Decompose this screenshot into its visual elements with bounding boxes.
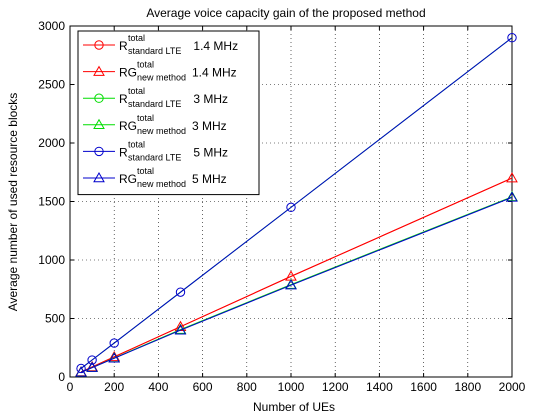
legend-label-sup: total [128, 86, 145, 96]
data-point [286, 202, 296, 213]
data-point [175, 287, 186, 297]
data-point [174, 324, 187, 335]
x-tick-label: 2000 [499, 380, 526, 394]
y-tick-label: 3000 [38, 19, 65, 33]
legend-label-sub: new method [137, 179, 186, 189]
legend-label-sup: total [137, 113, 154, 123]
x-tick-label: 400 [148, 380, 168, 394]
legend-marker [93, 65, 105, 76]
legend-label-suffix: 3 MHz [193, 92, 228, 106]
chart-title: Average voice capacity gain of the propo… [146, 6, 425, 20]
y-tick-label: 0 [58, 370, 65, 384]
data-point [75, 366, 87, 377]
data-point [506, 172, 518, 183]
x-tick-label: 1600 [410, 380, 437, 394]
legend-label-suffix: 1.4 MHz [192, 66, 237, 80]
legend-label-base: R [119, 145, 128, 159]
x-tick-label: 0 [67, 380, 74, 394]
legend-label-sub: new method [137, 73, 186, 83]
legend-label-base: R [119, 39, 128, 53]
legend-label-suffix: 3 MHz [192, 119, 227, 133]
y-tick-label: 2000 [38, 136, 65, 150]
data-point [285, 279, 297, 290]
legend-label-base: RG [119, 66, 137, 80]
x-tick-label: 600 [193, 380, 213, 394]
legend-label-sup: total [128, 139, 145, 149]
legend-marker [93, 171, 105, 183]
series-line [80, 177, 513, 373]
data-point [87, 355, 97, 365]
legend-box [77, 30, 260, 196]
y-tick-label: 500 [45, 312, 65, 326]
legend-marker [94, 93, 104, 103]
data-point [507, 33, 517, 43]
legend-label-base: RG [119, 119, 137, 133]
series-4 [76, 33, 517, 374]
legend-label-suffix: 1.4 MHz [193, 39, 238, 53]
x-tick-label: 1800 [454, 380, 481, 394]
legend-label-sub: standard LTE [128, 152, 181, 162]
legend-marker [94, 146, 104, 157]
legend-label-sub: standard LTE [128, 46, 181, 56]
legend-label-base: R [119, 92, 128, 106]
series-line [80, 196, 513, 373]
data-point [108, 350, 121, 362]
data-point [108, 352, 121, 363]
series-line [80, 37, 513, 369]
x-tick-label: 800 [237, 380, 257, 394]
legend-label-suffix: 5 MHz [193, 145, 228, 159]
legend-marker [93, 118, 105, 130]
legend-label-sup: total [128, 33, 145, 43]
y-tick-label: 1000 [38, 253, 65, 267]
x-axis-title: Number of UEs [253, 400, 335, 414]
legend-label-sub: standard LTE [128, 99, 181, 109]
legend-label-sub: new method [137, 126, 186, 136]
x-tick-label: 200 [104, 380, 124, 394]
legend-label-base: RG [119, 172, 137, 186]
legend-label-sup: total [137, 166, 154, 176]
y-tick-label: 2500 [38, 78, 65, 92]
data-point [76, 363, 86, 374]
series-5 [75, 191, 518, 377]
x-tick-label: 1000 [278, 380, 305, 394]
legend-marker [94, 40, 104, 50]
legend-label-sup: total [137, 60, 154, 70]
data-point [86, 361, 98, 372]
data-point [109, 338, 119, 348]
y-axis-title: Average number of used resource blocks [6, 93, 20, 312]
y-tick-label: 1500 [38, 195, 65, 209]
x-tick-label: 1200 [322, 380, 349, 394]
x-tick-label: 1400 [366, 380, 393, 394]
legend-label-suffix: 5 MHz [192, 172, 227, 186]
data-point [506, 191, 518, 202]
